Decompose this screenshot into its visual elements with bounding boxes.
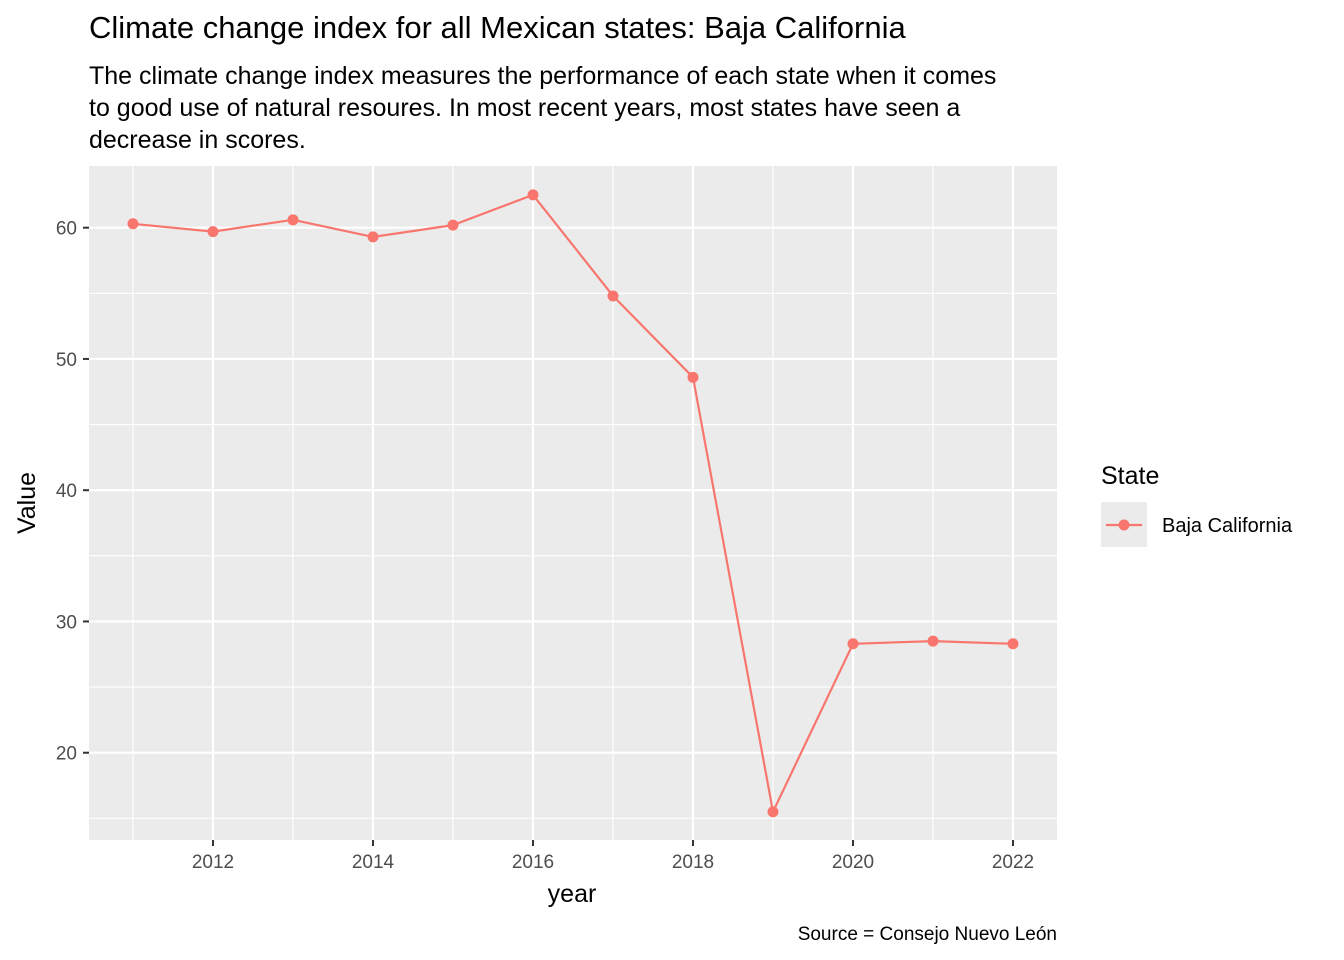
tick-labels: 2012 2014 2016 2018 2020 2022 20 30 40 50 60 — [56, 219, 1034, 873]
x-tick-label: 2014 — [352, 852, 395, 873]
y-tick-label: 20 — [56, 744, 77, 765]
major-gridlines — [89, 166, 1057, 840]
legend-label: Baja California — [1162, 515, 1293, 537]
legend: State Baja California — [1101, 462, 1293, 547]
chart-title: Climate change index for all Mexican sta… — [89, 10, 906, 45]
data-point — [127, 218, 139, 230]
legend-key-point — [1118, 519, 1130, 531]
y-tick-label: 60 — [56, 219, 77, 240]
y-tick-label: 50 — [56, 350, 77, 371]
axis-ticks — [83, 226, 1014, 846]
data-point — [1007, 638, 1019, 650]
x-tick-label: 2020 — [832, 852, 874, 873]
chart-caption: Source = Consejo Nuevo León — [798, 924, 1057, 945]
subtitle-line: decrease in scores. — [89, 126, 306, 154]
plot-panel — [89, 166, 1057, 840]
data-point — [847, 638, 859, 650]
data-point — [687, 371, 699, 383]
series-layer — [127, 189, 1019, 818]
subtitle-line: The climate change index measures the pe… — [89, 62, 997, 90]
subtitle-line: to good use of natural resoures. In most… — [89, 94, 961, 122]
data-point — [447, 219, 459, 231]
data-point — [767, 806, 779, 818]
y-axis-title: Value — [13, 472, 41, 534]
chart-subtitle: The climate change index measures the pe… — [89, 60, 1189, 156]
x-tick-label: 2018 — [672, 852, 714, 873]
x-tick-label: 2022 — [992, 852, 1034, 873]
data-point — [207, 226, 219, 238]
y-tick-label: 40 — [56, 481, 77, 502]
minor-gridlines — [89, 166, 1057, 840]
data-point — [927, 635, 939, 647]
data-point — [527, 189, 539, 201]
series-line — [132, 193, 1014, 813]
x-tick-label: 2012 — [192, 852, 234, 873]
x-axis-title: year — [548, 880, 597, 908]
legend-title: State — [1101, 462, 1159, 490]
y-tick-label: 30 — [56, 612, 77, 633]
data-point — [367, 231, 379, 243]
x-tick-label: 2016 — [512, 852, 554, 873]
data-point — [287, 214, 299, 226]
data-point — [607, 290, 619, 302]
